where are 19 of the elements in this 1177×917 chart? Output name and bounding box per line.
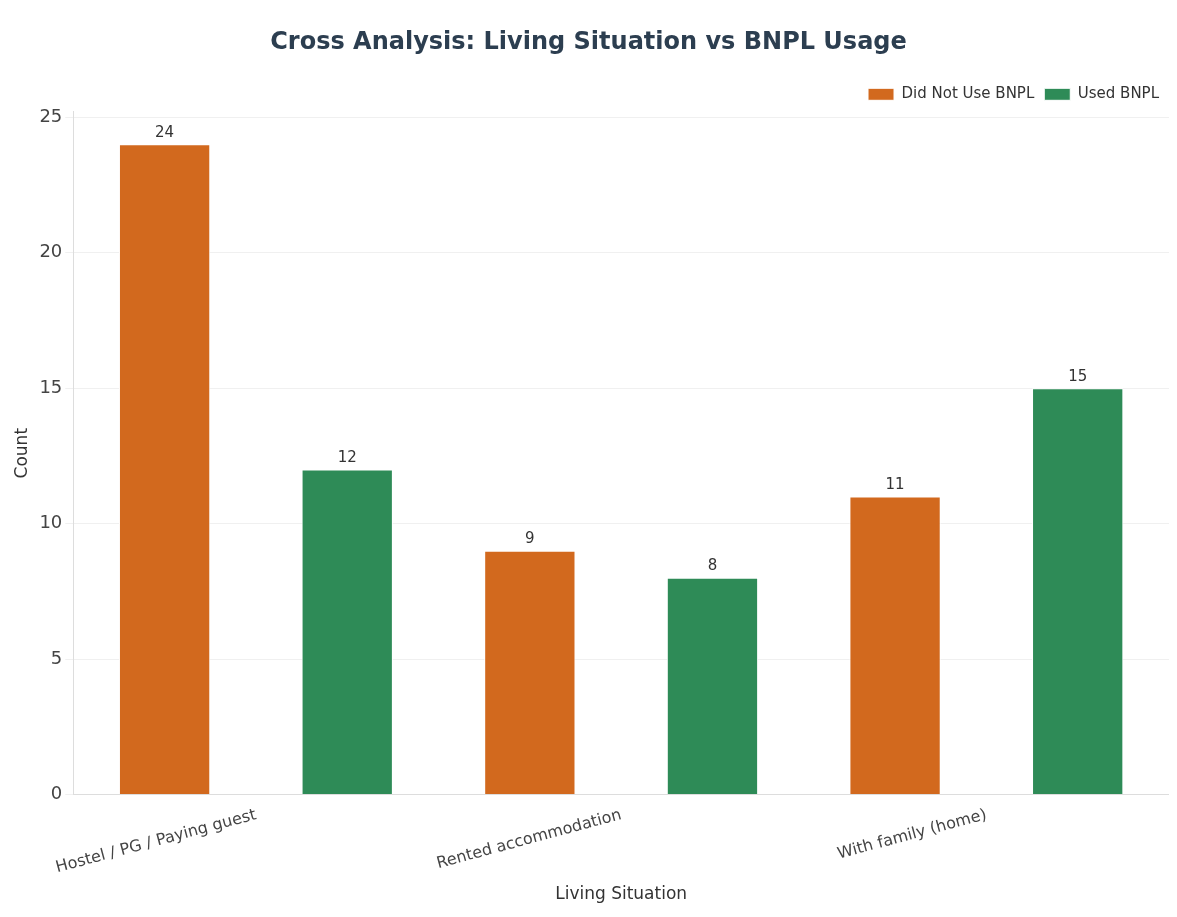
- y-tick-label: 5: [50, 646, 63, 668]
- data-label: 24: [155, 122, 175, 141]
- data-label: 12: [337, 447, 357, 466]
- y-tick-label: 10: [39, 511, 63, 533]
- y-tick-label: 20: [39, 240, 63, 262]
- y-tick-label: 15: [39, 375, 63, 397]
- y-axis-title: Count: [10, 427, 31, 479]
- data-label: 8: [707, 556, 718, 575]
- data-label: 15: [1068, 366, 1088, 385]
- y-tick-label: 0: [50, 782, 63, 804]
- legend-label: Used BNPL: [1077, 84, 1160, 103]
- chart-title: Cross Analysis: Living Situation vs BNPL Usage: [270, 26, 907, 55]
- x-tick-label: With family (home): [835, 804, 989, 863]
- data-label: 9: [525, 529, 535, 548]
- data-label: 11: [885, 474, 905, 493]
- x-axis-title: Living Situation: [555, 883, 688, 904]
- legend-label: Did Not Use BNPL: [901, 84, 1035, 103]
- y-tick-label: 25: [39, 104, 63, 126]
- x-tick-label: Hostel / PG / Paying guest: [53, 804, 259, 877]
